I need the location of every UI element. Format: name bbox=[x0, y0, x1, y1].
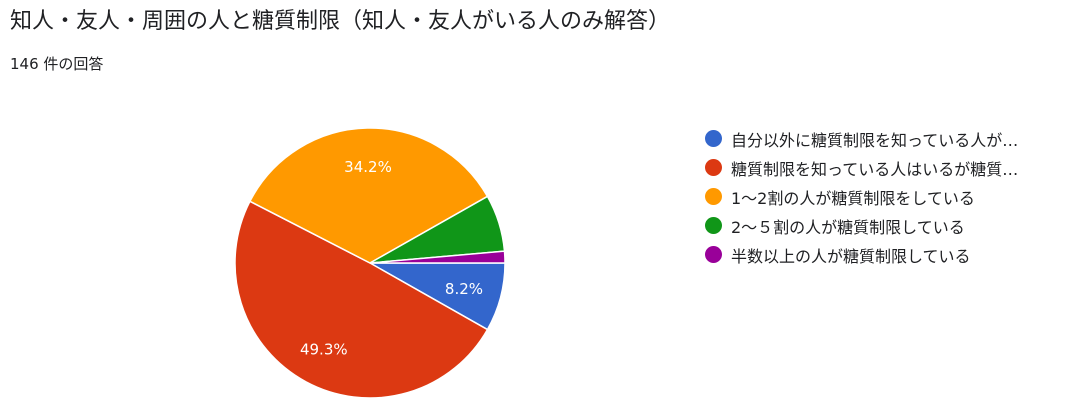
legend-swatch-icon bbox=[705, 246, 722, 263]
legend-label: 自分以外に糖質制限を知っている人が… bbox=[731, 130, 1019, 150]
chart-legend: 自分以外に糖質制限を知っている人が… 糖質制限を知っている人はいるが糖質… 1〜2割… bbox=[705, 124, 1018, 269]
legend-swatch-icon bbox=[705, 130, 722, 147]
legend-item-3[interactable]: 2〜５割の人が糖質制限している bbox=[705, 211, 1018, 240]
legend-item-2[interactable]: 1〜2割の人が糖質制限をしている bbox=[705, 182, 1018, 211]
legend-label: 糖質制限を知っている人はいるが糖質… bbox=[731, 159, 1019, 179]
pie-slice-4[interactable] bbox=[369, 250, 506, 264]
legend-swatch-icon bbox=[705, 217, 722, 234]
legend-swatch-icon bbox=[705, 188, 722, 205]
pie-slice-1[interactable] bbox=[234, 200, 489, 399]
pie-data-label-1: 49.3% bbox=[300, 341, 348, 359]
response-count: 146 件の回答 bbox=[10, 55, 104, 73]
pie-chart: 8.2% 49.3% 34.2% bbox=[234, 127, 506, 399]
legend-item-4[interactable]: 半数以上の人が糖質制限している bbox=[705, 240, 1018, 269]
legend-item-1[interactable]: 糖質制限を知っている人はいるが糖質… bbox=[705, 153, 1018, 182]
legend-label: 半数以上の人が糖質制限している bbox=[731, 246, 971, 266]
chart-title: 知人・友人・周囲の人と糖質制限（知人・友人がいる人のみ解答） bbox=[10, 9, 671, 34]
legend-label: 1〜2割の人が糖質制限をしている bbox=[731, 188, 975, 208]
legend-item-0[interactable]: 自分以外に糖質制限を知っている人が… bbox=[705, 124, 1018, 153]
pie-data-label-2: 34.2% bbox=[344, 158, 392, 176]
legend-label: 2〜５割の人が糖質制限している bbox=[731, 217, 965, 237]
pie-data-label-0: 8.2% bbox=[445, 280, 483, 298]
legend-swatch-icon bbox=[705, 159, 722, 176]
